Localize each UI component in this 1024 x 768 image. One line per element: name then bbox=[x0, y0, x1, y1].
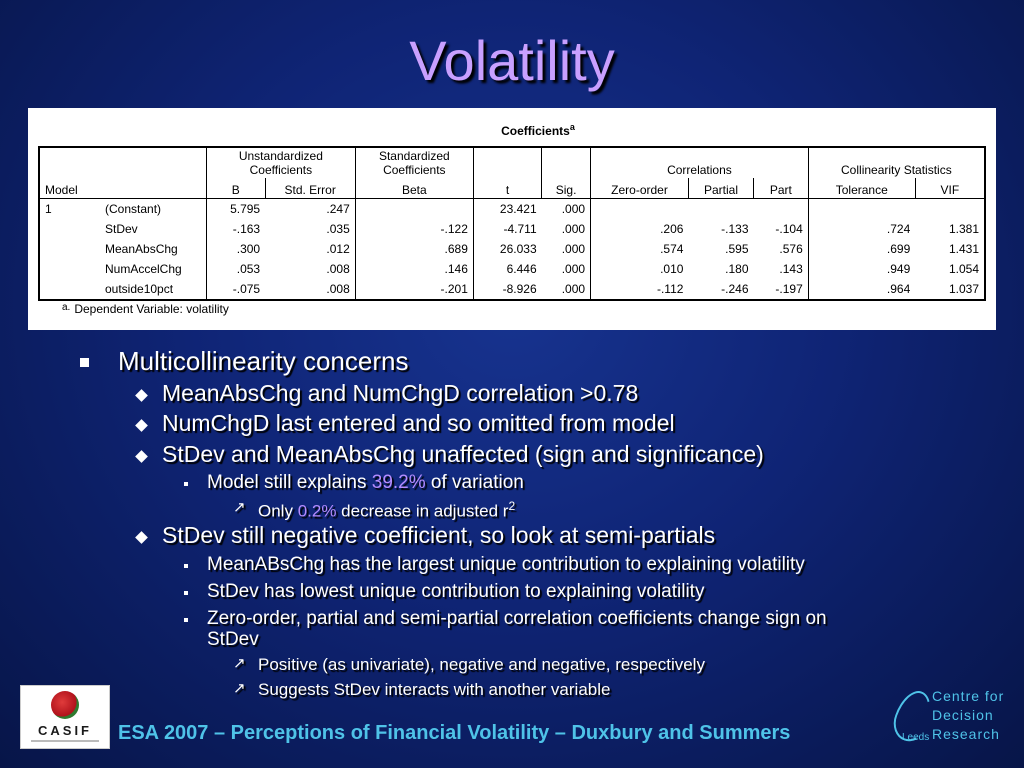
diamond-bullet-icon bbox=[135, 450, 148, 463]
casif-logo: CASIF bbox=[20, 685, 110, 749]
correlations-header: Correlations bbox=[590, 147, 809, 178]
small-square-bullet-icon bbox=[184, 591, 188, 595]
bullet-level3: MeanABsChg has the largest unique contri… bbox=[184, 554, 805, 576]
col-t: t bbox=[472, 178, 542, 199]
table-row: NumAccelChg .053.008 .146 6.446 .000.010 … bbox=[39, 259, 985, 279]
bullet-level4: ↗ Only 0.2% decrease in adjusted r2 bbox=[233, 499, 516, 521]
small-square-bullet-icon bbox=[184, 482, 188, 486]
table-row: MeanAbsChg .300.012 .689 26.033 .000.574 … bbox=[39, 239, 985, 259]
bullet-level2: NumChgD last entered and so omitted from… bbox=[135, 410, 675, 437]
bullet-level3: StDev has lowest unique contribution to … bbox=[184, 581, 704, 603]
bullet-level1: Multicollinearity concerns bbox=[80, 346, 408, 377]
col-zero-order: Zero-order bbox=[590, 178, 689, 199]
col-model: Model bbox=[39, 178, 207, 199]
unstandardized-header: Unstandardized Coefficients bbox=[206, 147, 356, 178]
diamond-bullet-icon bbox=[135, 531, 148, 544]
casif-emblem-icon bbox=[51, 691, 79, 719]
table-caption: Coefficientsa bbox=[501, 122, 575, 138]
bullet-level2: MeanAbsChg and NumChgD correlation >0.78 bbox=[135, 380, 638, 407]
table-row: outside10pct -.075.008 -.201 -8.926 .000-… bbox=[39, 279, 985, 300]
col-vif: VIF bbox=[914, 178, 985, 199]
diamond-bullet-icon bbox=[135, 389, 148, 402]
table-row: StDev -.163.035 -.122 -4.711 .000.206 -.1… bbox=[39, 219, 985, 239]
col-partial: Partial bbox=[687, 178, 754, 199]
col-std-error: Std. Error bbox=[264, 178, 356, 199]
coefficients-table: Unstandardized Coefficients Standardized C… bbox=[38, 146, 986, 301]
header-row-groups: Unstandardized Coefficients Standardized C… bbox=[39, 147, 985, 178]
footer-text: ESA 2007 – Perceptions of Financial Vola… bbox=[118, 722, 791, 744]
bullet-level2: StDev still negative coefficient, so loo… bbox=[135, 522, 715, 549]
bullet-level3: Model still explains 39.2% of variation bbox=[184, 472, 524, 494]
col-beta: Beta bbox=[354, 178, 474, 199]
table-footnote: a. Dependent Variable: volatility bbox=[62, 302, 229, 316]
collinearity-header: Collinearity Statistics bbox=[807, 147, 985, 178]
header-row-columns: Model B Std. Error Beta t Sig. Zero-orde… bbox=[39, 178, 985, 199]
slide-title: Volatility bbox=[409, 29, 615, 92]
col-sig: Sig. bbox=[541, 178, 591, 199]
bullet-level2: StDev and MeanAbsChg unaffected (sign an… bbox=[135, 441, 764, 468]
col-b: B bbox=[206, 178, 266, 199]
small-square-bullet-icon bbox=[184, 618, 188, 622]
arrow-up-right-icon: ↗ bbox=[233, 655, 246, 672]
bullet-level4: ↗ Suggests StDev interacts with another … bbox=[233, 680, 611, 699]
bullet-level4: ↗ Positive (as univariate), negative and… bbox=[233, 655, 705, 674]
centre-for-decision-research-logo: Centre for Decision Research Leeds bbox=[888, 685, 1016, 752]
coefficients-table-panel: Coefficientsa Unstandardized Coefficients… bbox=[28, 108, 996, 330]
arrow-up-right-icon: ↗ bbox=[233, 499, 246, 516]
col-tolerance: Tolerance bbox=[807, 178, 916, 199]
small-square-bullet-icon bbox=[184, 564, 188, 568]
table-row: 1 (Constant) 5.795.247 23.421 .000 bbox=[39, 198, 985, 219]
bullet-level3: Zero-order, partial and semi-partial cor… bbox=[184, 608, 827, 650]
arrow-up-right-icon: ↗ bbox=[233, 680, 246, 697]
standardized-header: Standardized Coefficients bbox=[354, 147, 474, 178]
diamond-bullet-icon bbox=[135, 419, 148, 432]
square-bullet-icon bbox=[80, 358, 89, 367]
col-part: Part bbox=[753, 178, 809, 199]
